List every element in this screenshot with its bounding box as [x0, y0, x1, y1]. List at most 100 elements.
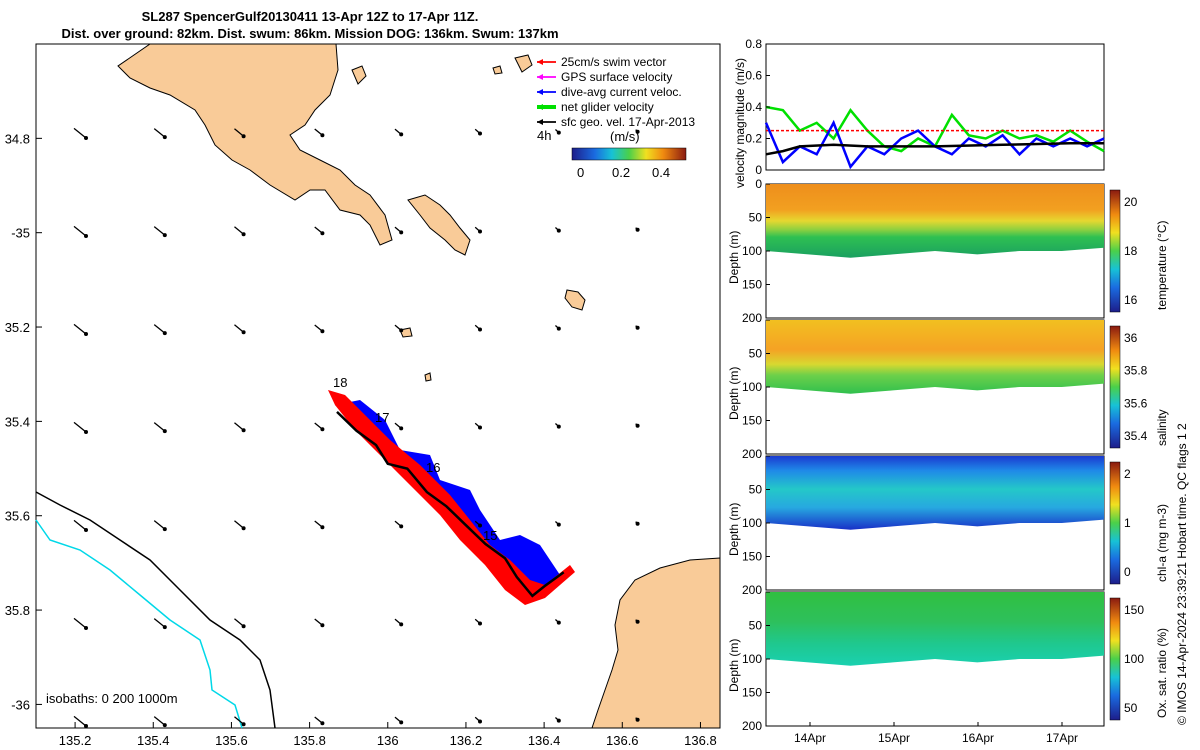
arrow-head: [635, 423, 640, 428]
arrow-head: [635, 227, 640, 232]
arrow-head: [84, 528, 88, 532]
y-tick-label: 0.4: [745, 100, 762, 114]
y-tick-label: 100: [742, 652, 762, 666]
arrow-head: [478, 523, 482, 528]
land-island-4: [514, 54, 533, 73]
legend-label: sfc geo. vel. 17-Apr-2013: [561, 115, 695, 129]
section-ylabel: Depth (m): [727, 367, 741, 420]
arrow-head: [241, 526, 246, 531]
arrow-head: [84, 430, 88, 434]
legend-arrowhead: [537, 74, 543, 80]
map-axis-ticks: 135.2 135.4 135.6 135.8 136 136.2 136.4 136.6 13…: [5, 131, 717, 748]
arrow-head: [635, 521, 640, 526]
arrow-head: [556, 326, 561, 331]
y-tick-label: 35.6: [5, 509, 30, 524]
y-tick-label: 150: [742, 686, 762, 700]
arrow-head: [478, 131, 482, 136]
velocity-ticks: 0 0.2 0.4 0.6 0.8: [745, 37, 770, 177]
y-tick-label: 150: [742, 550, 762, 564]
y-tick-label: 0.2: [745, 132, 762, 146]
arrow-head: [556, 522, 561, 527]
velocity-arrow: [73, 715, 87, 727]
colorbar-tick: 150: [1124, 603, 1144, 617]
colorbar-label: chl-a (mg m-3): [1155, 504, 1169, 582]
series-line: [765, 141, 1104, 156]
x-tick-label: 15Apr: [878, 731, 910, 745]
arrow-head: [162, 527, 167, 532]
land-island-2: [564, 289, 586, 311]
colorbar-tick: 16: [1124, 293, 1138, 307]
arrow-head: [320, 525, 325, 530]
arrow-head: [84, 234, 88, 238]
arrow-head: [162, 233, 167, 238]
arrow-head: [320, 329, 325, 334]
section-colorbar: [1109, 325, 1121, 449]
y-tick-label: 50: [749, 619, 763, 633]
arrow-head: [556, 620, 561, 625]
y-tick-label: 100: [742, 380, 762, 394]
arrow-head: [241, 722, 246, 727]
legend-arrowhead: [537, 104, 543, 110]
map-colorbar: [571, 147, 687, 161]
arrow-head: [478, 719, 482, 724]
velocity-ylabel: velocity magnitude (m/s): [733, 58, 747, 188]
arrow-head: [241, 134, 246, 139]
section-colorbar: [1109, 461, 1121, 585]
velocity-frame: [765, 43, 1105, 171]
arrow-head: [162, 429, 167, 434]
section-heatmap: [766, 456, 1104, 530]
arrow-head: [84, 136, 88, 140]
arrow-head: [84, 626, 88, 630]
arrow-head: [635, 619, 640, 624]
colorbar-tick: 35.8: [1124, 364, 1148, 378]
land-eyre-peninsula: [117, 43, 393, 246]
velocity-arrow: [153, 128, 166, 138]
section-ylabel: Depth (m): [727, 639, 741, 692]
colorbar-tick: 100: [1124, 652, 1144, 666]
arrow-head: [635, 325, 640, 330]
y-tick-label: 35.4: [5, 414, 30, 429]
day-label-16: 16: [426, 460, 440, 475]
velocity-arrow: [153, 324, 166, 334]
x-tick-label: 16Apr: [962, 731, 994, 745]
isobaths-label: isobaths: 0 200 1000m: [46, 691, 178, 706]
colorbar-label: (m/s): [610, 129, 640, 144]
day-label-18: 18: [333, 375, 347, 390]
y-tick-label: 0: [755, 177, 762, 191]
isobath-200m: [35, 491, 276, 729]
x-tick-label: 136.2: [450, 733, 483, 748]
y-tick-label: 35.8: [5, 603, 30, 618]
arrow-head: [320, 721, 325, 726]
legend-label: dive-avg current veloc.: [561, 85, 682, 99]
section-heatmap: [766, 592, 1104, 666]
arrow-head: [399, 622, 404, 627]
legend-arrowhead: [537, 89, 543, 95]
arrow-head: [84, 332, 88, 336]
y-tick-label: -36: [11, 697, 30, 712]
colorbar-tick: 20: [1124, 195, 1138, 209]
section-panel: 50 100 150 200 Depth (m) 2 1 0 chl-a (mg m-3): [727, 455, 1169, 597]
arrow-head: [556, 228, 561, 233]
arrow-head: [241, 428, 246, 433]
legend-4h: 4h: [537, 128, 551, 143]
colorbar-tick-02: 0.2: [612, 165, 630, 180]
velocity-panel: 0 0.2 0.4 0.6 0.8 velocity magnitude (m/s): [733, 37, 1105, 188]
x-tick-label: 14Apr: [794, 731, 826, 745]
y-tick-label: 34.8: [5, 131, 30, 146]
land-island-3: [351, 65, 367, 85]
arrow-head: [162, 625, 167, 630]
velocity-lines: [764, 105, 1105, 170]
colorbar-tick: 18: [1124, 244, 1138, 258]
land-small-islets: [399, 65, 503, 382]
arrow-head: [478, 229, 482, 234]
x-tick-label: 135.8: [293, 733, 326, 748]
velocity-arrow: [73, 519, 87, 531]
glider-track: [336, 411, 565, 598]
y-tick-label: 50: [749, 211, 763, 225]
y-tick-label: 50: [749, 483, 763, 497]
colorbar-tick-0: 0: [577, 165, 584, 180]
x-tick-label: 136.8: [684, 733, 717, 748]
